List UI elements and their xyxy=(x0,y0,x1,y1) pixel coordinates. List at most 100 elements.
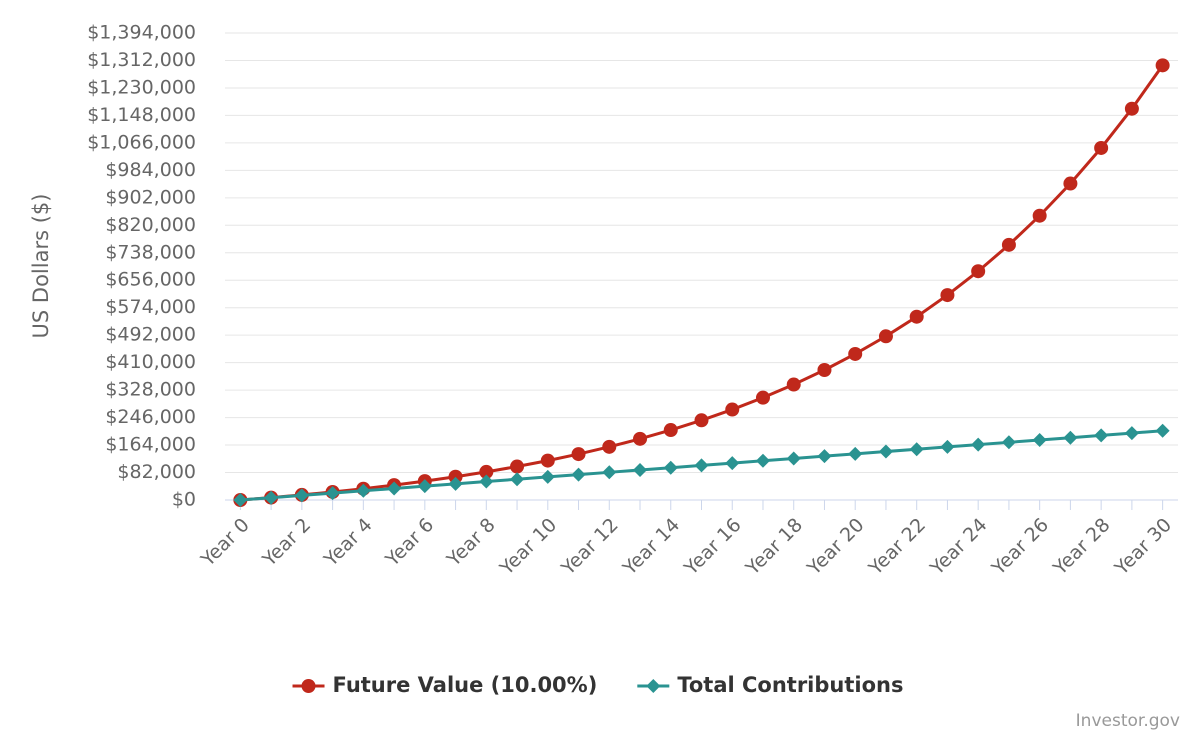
x-tick-label: Year 10 xyxy=(495,514,561,580)
x-tick-label: Year 8 xyxy=(442,514,500,572)
data-point xyxy=(694,413,709,428)
y-tick-label: $574,000 xyxy=(105,296,196,318)
data-point xyxy=(1094,428,1109,443)
y-tick-label: $82,000 xyxy=(117,461,196,483)
y-tick-label: $328,000 xyxy=(105,379,196,401)
data-point xyxy=(878,444,893,459)
data-point xyxy=(848,446,863,461)
data-point xyxy=(1001,435,1016,450)
data-point xyxy=(971,264,986,279)
data-point xyxy=(633,431,648,446)
data-point xyxy=(602,439,617,454)
data-point xyxy=(1032,208,1047,223)
x-tick-label: Year 2 xyxy=(258,514,316,572)
x-tick-label: Year 26 xyxy=(987,514,1053,580)
y-tick-label: $1,230,000 xyxy=(87,76,196,98)
data-point xyxy=(387,481,402,496)
data-point xyxy=(510,459,525,474)
y-tick-label: $1,066,000 xyxy=(87,131,196,153)
data-point xyxy=(448,476,463,491)
x-tick-label: Year 0 xyxy=(196,514,254,572)
data-point xyxy=(571,467,586,482)
y-tick-label: $656,000 xyxy=(105,269,196,291)
data-point xyxy=(755,390,770,405)
y-tick-label: $164,000 xyxy=(105,434,196,456)
data-point xyxy=(1124,101,1139,116)
data-point xyxy=(264,490,279,505)
data-point xyxy=(663,423,678,438)
legend-marker xyxy=(301,679,316,693)
y-tick-label: $902,000 xyxy=(105,186,196,208)
x-tick-label: Year 12 xyxy=(557,514,623,580)
data-point xyxy=(848,346,863,361)
data-point xyxy=(940,288,955,303)
y-tick-label: $246,000 xyxy=(105,406,196,428)
legend-item: Total Contributions xyxy=(637,673,903,697)
data-point xyxy=(755,453,770,468)
x-tick-label: Year 30 xyxy=(1110,514,1176,580)
series-line xyxy=(240,64,1164,502)
y-tick-label: $738,000 xyxy=(105,241,196,263)
y-tick-label: $492,000 xyxy=(105,324,196,346)
data-point xyxy=(1063,430,1078,445)
data-point xyxy=(817,363,832,378)
x-tick-label: Year 18 xyxy=(741,514,807,580)
data-point xyxy=(294,488,309,503)
x-tick-label: Year 16 xyxy=(680,514,746,580)
data-point xyxy=(725,402,740,417)
x-tick-label: Year 14 xyxy=(618,514,684,580)
y-tick-label: $0 xyxy=(172,489,196,511)
data-point xyxy=(1063,176,1078,191)
x-tick-label: Year 4 xyxy=(319,514,377,572)
data-point xyxy=(233,493,248,507)
data-point xyxy=(510,472,525,487)
x-tick-label: Year 22 xyxy=(864,514,930,580)
legend: Future Value (10.00%) Total Contributions xyxy=(292,673,903,697)
data-point xyxy=(786,377,801,392)
legend-label: Total Contributions xyxy=(677,673,903,697)
y-axis-title: US Dollars ($) xyxy=(29,194,53,339)
data-point xyxy=(817,449,832,464)
data-point xyxy=(878,329,893,344)
credit: Investor.gov xyxy=(1076,711,1180,731)
data-point xyxy=(694,458,709,473)
legend-label: Future Value (10.00%) xyxy=(333,673,598,697)
data-point xyxy=(417,479,432,494)
y-tick-label: $820,000 xyxy=(105,214,196,236)
data-point xyxy=(1094,140,1109,155)
data-point xyxy=(725,456,740,471)
data-point xyxy=(909,309,924,324)
data-point xyxy=(1124,426,1139,441)
data-point xyxy=(663,460,678,475)
legend-item: Future Value (10.00%) xyxy=(292,673,598,697)
x-tick-label: Year 20 xyxy=(803,514,869,580)
data-point xyxy=(571,447,586,462)
y-tick-label: $1,148,000 xyxy=(87,104,196,126)
data-point xyxy=(940,439,955,454)
data-point xyxy=(540,469,555,484)
data-point xyxy=(633,463,648,478)
x-tick-label: Year 24 xyxy=(926,514,992,580)
y-tick-label: $984,000 xyxy=(105,159,196,181)
y-tick-label: $1,312,000 xyxy=(87,49,196,71)
data-point xyxy=(602,465,617,480)
data-point xyxy=(1155,423,1170,438)
data-point xyxy=(1001,237,1016,252)
data-point xyxy=(909,442,924,457)
data-point xyxy=(325,486,340,501)
data-point xyxy=(1032,433,1047,448)
data-point xyxy=(971,437,986,452)
legend-marker xyxy=(646,679,661,693)
data-point xyxy=(448,469,463,484)
data-point xyxy=(479,474,494,489)
x-tick-label: Year 28 xyxy=(1048,514,1114,580)
data-point xyxy=(786,451,801,466)
data-point xyxy=(356,483,371,498)
x-tick-label: Year 6 xyxy=(381,514,439,572)
data-point xyxy=(479,464,494,479)
y-tick-label: $410,000 xyxy=(105,351,196,373)
data-point xyxy=(1155,58,1170,73)
y-tick-label: $1,394,000 xyxy=(87,22,196,44)
